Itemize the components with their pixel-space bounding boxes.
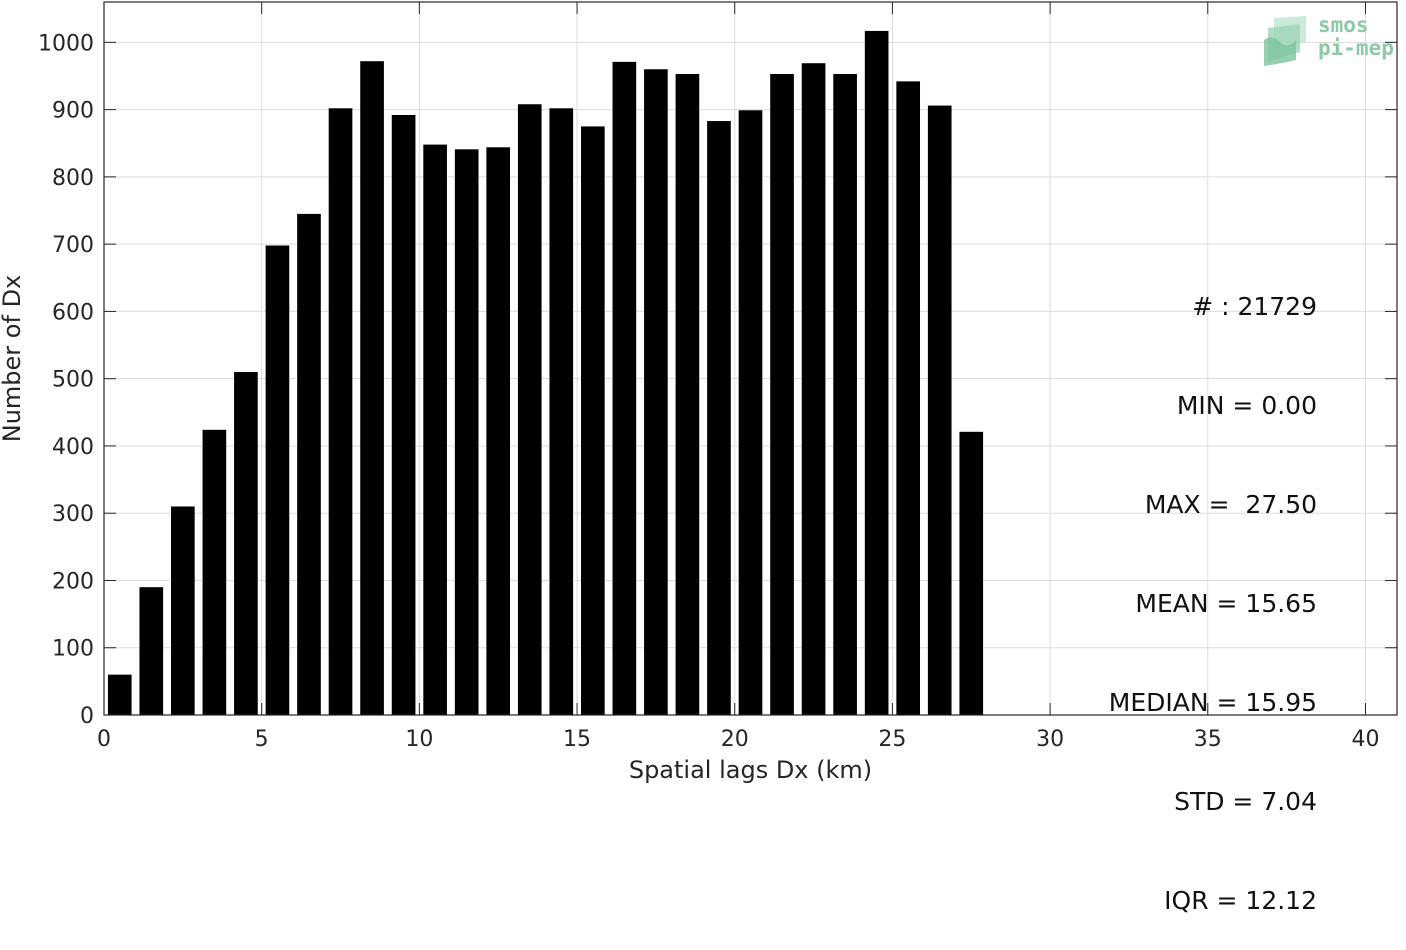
bar	[959, 431, 984, 715]
y-tick-labels: 0 100 200 300 400 500 600 700 800 900 1000	[38, 31, 94, 729]
x-tick-label: 5	[255, 727, 269, 752]
x-tick-label: 0	[97, 727, 111, 752]
bar	[770, 73, 794, 715]
bar	[833, 73, 857, 715]
stat-std: STD = 7.04	[1174, 787, 1317, 816]
x-tick-label: 10	[405, 727, 433, 752]
bar	[202, 429, 227, 715]
logo-text-line1: smos	[1318, 13, 1369, 37]
stat-max: MAX = 27.50	[1144, 490, 1317, 519]
y-tick-label: 500	[52, 368, 94, 393]
bar	[644, 69, 668, 715]
bar	[107, 674, 132, 715]
plot-frame	[103, 1, 1398, 716]
bar	[864, 30, 889, 715]
bar	[171, 506, 195, 715]
bar	[423, 144, 447, 716]
bar	[139, 587, 164, 715]
bar	[297, 213, 321, 715]
bar	[454, 149, 479, 716]
bar	[391, 115, 416, 715]
bar	[927, 105, 952, 715]
logo-text-line2: pi-mep	[1318, 36, 1394, 60]
y-tick-label: 600	[52, 300, 94, 325]
bars	[107, 30, 984, 716]
bar	[265, 245, 290, 716]
y-tick-label: 200	[52, 569, 94, 594]
stat-iqr: IQR = 12.12	[1164, 886, 1317, 915]
y-tick-label: 1000	[38, 31, 94, 56]
bar	[234, 371, 258, 715]
stat-mean: MEAN = 15.65	[1135, 589, 1317, 618]
y-tick-label: 300	[52, 502, 94, 527]
bar	[675, 73, 700, 715]
x-tick-label: 25	[878, 727, 906, 752]
smos-pimep-logo: smos pi-mep	[1262, 12, 1402, 70]
bar	[328, 108, 353, 716]
y-tick-label: 900	[52, 99, 94, 124]
x-tick-label: 35	[1194, 727, 1222, 752]
stat-min: MIN = 0.00	[1176, 391, 1317, 420]
logo-wave-icon	[1264, 16, 1306, 66]
bar	[360, 61, 384, 716]
y-tick-label: 700	[52, 233, 94, 258]
x-tick-label: 30	[1036, 727, 1064, 752]
bar	[612, 61, 637, 715]
y-tick-label: 0	[80, 704, 94, 729]
bar	[707, 121, 731, 715]
bar	[580, 126, 605, 716]
bar	[517, 104, 542, 715]
x-tick-label: 15	[563, 727, 591, 752]
bar	[549, 108, 574, 716]
x-tick-labels: 0 5 10 15 20 25 30 35 40	[97, 727, 1379, 752]
bar	[896, 81, 921, 715]
bar	[738, 110, 763, 715]
y-axis-label: Number of Dx	[0, 275, 26, 442]
x-axis-label: Spatial lags Dx (km)	[629, 756, 872, 784]
x-tick-label: 20	[721, 727, 749, 752]
y-tick-label: 800	[52, 166, 94, 191]
y-tick-label: 400	[52, 435, 94, 460]
bar	[486, 147, 511, 715]
y-tick-label: 100	[52, 637, 94, 662]
histogram-chart: 0 5 10 15 20 25 30 35 40 0 100 200 300 400 500 600 700 8…	[0, 1, 1398, 784]
bar	[801, 63, 826, 715]
axis-ticks	[103, 2, 1397, 716]
stat-median: MEDIAN = 15.95	[1108, 688, 1317, 717]
stat-count: # : 21729	[1192, 292, 1317, 321]
x-tick-label: 40	[1351, 727, 1379, 752]
statistics-annotation: # : 21729 MIN = 0.00 MAX = 27.50 MEAN = …	[1109, 224, 1317, 950]
